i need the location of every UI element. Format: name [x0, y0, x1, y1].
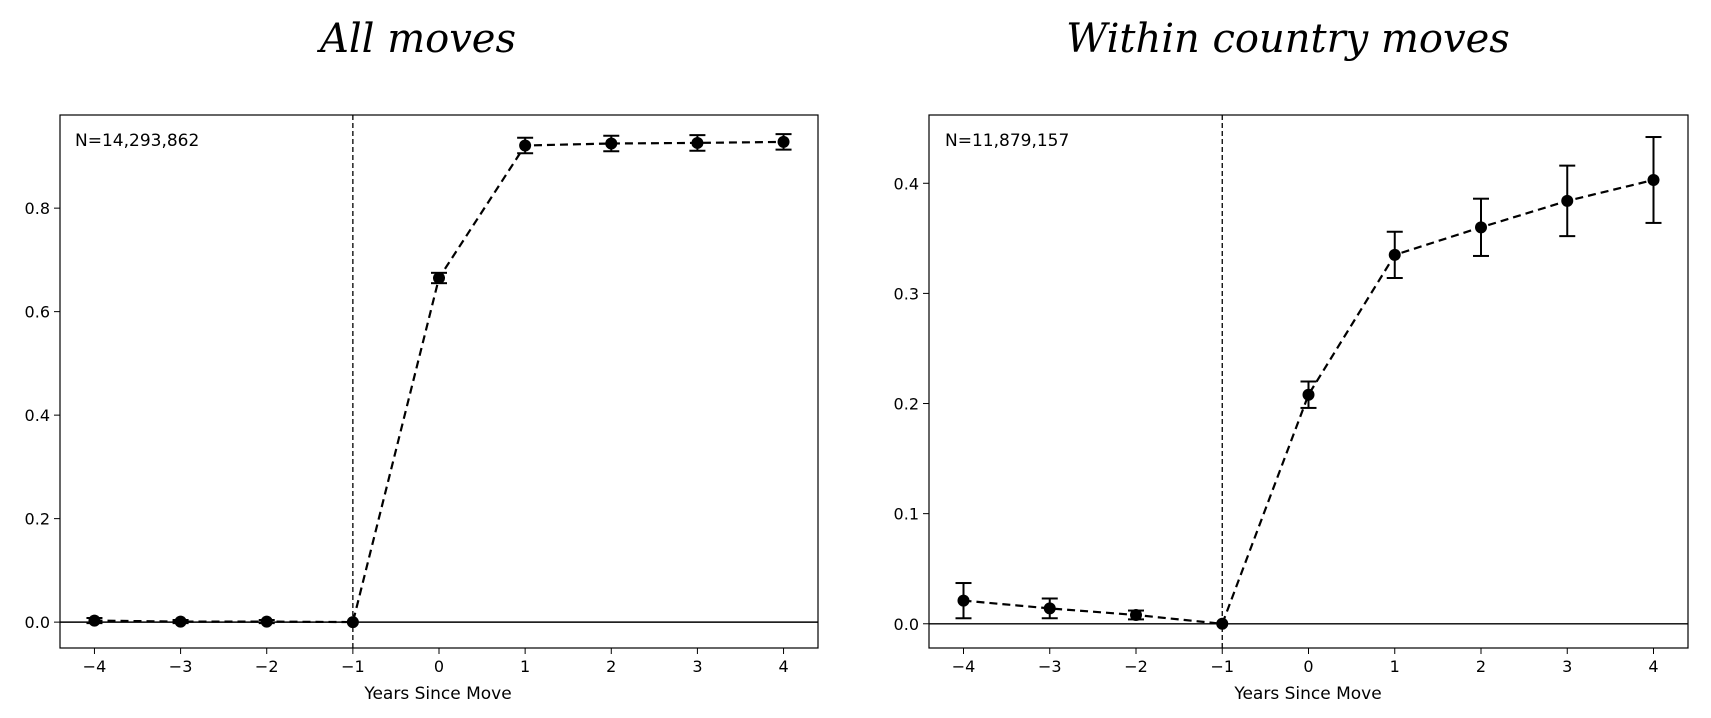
x-tick-label: 2: [606, 657, 616, 676]
x-axis-label: Years Since Move: [1233, 684, 1381, 704]
x-tick-label: −4: [952, 657, 976, 676]
data-point: [346, 616, 359, 629]
data-point: [605, 137, 618, 150]
x-tick-label: 3: [692, 657, 702, 676]
x-tick-label: 3: [1562, 657, 1572, 676]
x-tick-label: −1: [1210, 657, 1234, 676]
data-point: [433, 272, 445, 285]
y-tick-label: 0.4: [25, 406, 50, 425]
y-tick-label: 0.0: [25, 613, 50, 632]
x-tick-label: 0: [1303, 657, 1313, 676]
data-point: [88, 614, 101, 627]
x-tick-label: −2: [1124, 657, 1148, 676]
chart-title: All moves: [316, 16, 516, 62]
x-tick-label: −3: [169, 657, 193, 676]
data-point: [1130, 608, 1142, 621]
series-line: [963, 178, 1654, 625]
data-point: [691, 136, 704, 149]
plot-frame: [928, 114, 1689, 649]
data-point: [1647, 173, 1660, 186]
data-point: [957, 594, 970, 607]
data-point: [1043, 602, 1056, 615]
x-tick-label: 2: [1476, 657, 1486, 676]
x-axis-label: Years Since Move: [363, 684, 511, 704]
series-line: [94, 140, 784, 624]
x-tick-label: 1: [1390, 657, 1400, 676]
chart-panel-within-country-moves: Within country moves N=11,879,157 Years …: [894, 16, 1689, 704]
x-tick-label: −4: [83, 657, 107, 676]
x-tick-label: 1: [520, 657, 530, 676]
y-tick-label: 0.1: [894, 505, 919, 524]
plot-marks: −4 −3 −2 −1 0 1 2 3 4 0.0 0.1 0.2 0.3 0.4: [894, 114, 1689, 676]
x-tick-label: −1: [341, 657, 365, 676]
data-point: [777, 135, 790, 148]
x-tick-label: −2: [255, 657, 279, 676]
y-tick-label: 0.8: [25, 199, 50, 218]
y-tick-label: 0.6: [25, 303, 50, 322]
data-point: [1216, 617, 1229, 630]
y-tick-label: 0.3: [894, 284, 919, 303]
data-point: [260, 615, 273, 628]
y-tick-label: 0.2: [25, 510, 50, 529]
x-tick-label: 4: [778, 657, 788, 676]
data-point: [519, 139, 532, 152]
x-tick-label: 4: [1648, 657, 1658, 676]
y-tick-label: 0.4: [894, 174, 919, 193]
plot-marks: −4 −3 −2 −1 0 1 2 3 4 0.0 0.2 0.4 0.6 0.8: [25, 114, 819, 676]
chart-panel-all-moves: All moves N=14,293,862 Years Since Move …: [25, 16, 819, 704]
x-tick-label: −3: [1038, 657, 1062, 676]
y-tick-label: 0.0: [894, 615, 919, 634]
data-point: [1561, 194, 1574, 207]
y-tick-label: 0.2: [894, 395, 919, 414]
data-point: [1302, 388, 1315, 401]
sample-size-annotation: N=11,879,157: [945, 131, 1069, 151]
data-point: [1388, 248, 1401, 261]
x-tick-label: 0: [434, 657, 444, 676]
data-point: [174, 615, 187, 628]
sample-size-annotation: N=14,293,862: [75, 131, 199, 151]
plot-frame: [59, 114, 819, 649]
data-point: [1475, 221, 1487, 234]
chart-title: Within country moves: [1066, 16, 1510, 62]
